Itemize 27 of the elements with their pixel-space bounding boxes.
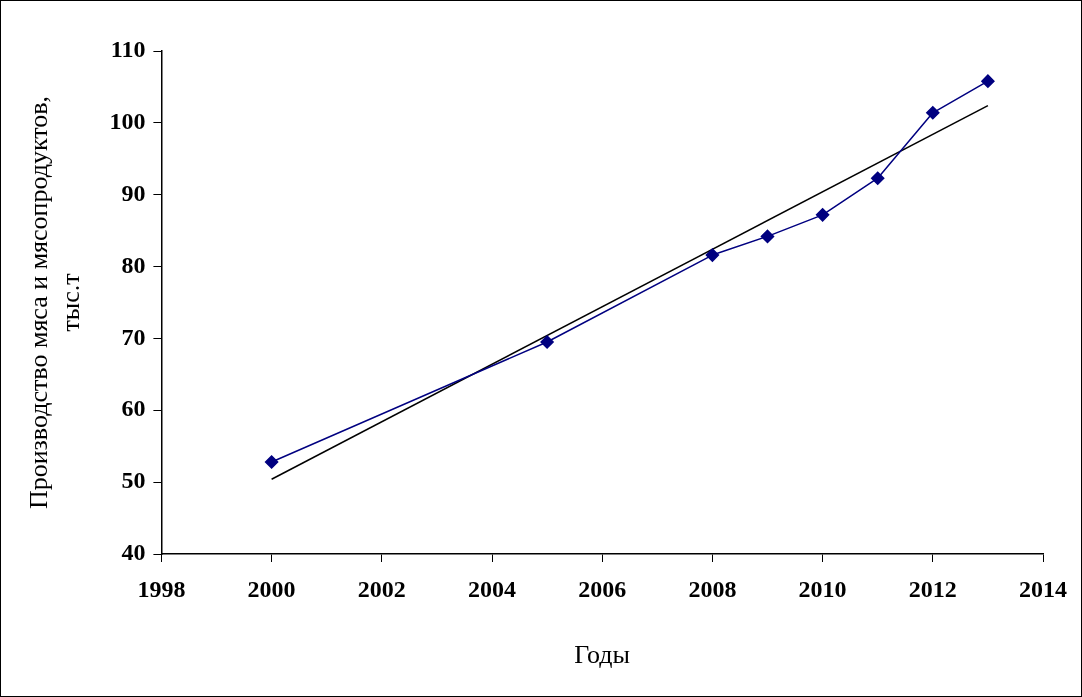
x-tick-label: 2012 — [908, 575, 957, 602]
x-tick-label: 2002 — [357, 575, 406, 602]
x-tick-label: 2008 — [688, 575, 737, 602]
y-tick-label: 60 — [121, 395, 146, 422]
point — [264, 455, 279, 469]
y-tick-label: 70 — [121, 323, 146, 350]
x-tick-label: 2000 — [247, 575, 296, 602]
y-tick-label: 80 — [121, 251, 146, 278]
y-tick-label: 40 — [121, 539, 146, 566]
y-tick-label: 50 — [121, 467, 146, 494]
x-tick-label: 2006 — [578, 575, 627, 602]
x-tick-label: 2004 — [468, 575, 516, 602]
point — [870, 171, 885, 185]
point — [981, 74, 995, 88]
point — [815, 208, 830, 222]
point — [926, 106, 940, 120]
x-axis-title: Годы — [574, 640, 631, 670]
point — [705, 248, 720, 262]
y-tick-label: 110 — [110, 36, 146, 63]
x-tick-label: 1998 — [137, 575, 186, 602]
x-tick-label: 2010 — [798, 575, 847, 602]
y-tick-label: 100 — [109, 108, 146, 135]
y-tick-label: 90 — [121, 179, 146, 206]
point — [760, 229, 775, 244]
y-axis-title: Производство мяса и мясопродуктов, тыс.т — [24, 95, 85, 510]
point — [540, 335, 554, 349]
x-tick-label: 2014 — [1019, 575, 1067, 602]
